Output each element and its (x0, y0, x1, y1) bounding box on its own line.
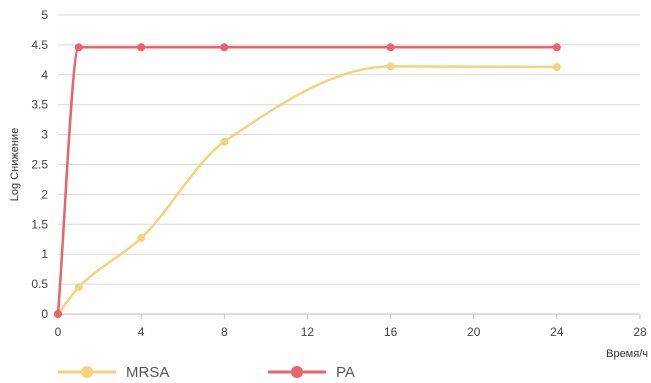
legend: MRSA PA (58, 364, 355, 381)
gridlines (58, 14, 640, 285)
data-point-mrsa (137, 234, 146, 243)
legend-marker-mrsa (81, 366, 93, 378)
y-tick-label: 3.5 (31, 98, 48, 112)
legend-label-pa: PA (336, 364, 355, 381)
y-axis-label: Log Снижение (9, 128, 21, 201)
series-lines (54, 43, 561, 318)
y-tick-label: 1 (41, 247, 48, 261)
y-tick-label: 0 (41, 307, 48, 321)
y-tick-label: 4 (41, 68, 48, 82)
x-tick-label: 8 (221, 325, 228, 339)
data-point-pa (220, 43, 229, 52)
legend-label-mrsa: MRSA (126, 364, 169, 381)
data-point-pa (54, 310, 62, 318)
y-tick-label: 5 (41, 8, 48, 22)
data-point-mrsa (552, 63, 561, 72)
x-tick-label: 16 (384, 325, 398, 339)
series-line-pa (56, 46, 559, 316)
y-tick-label: 2.5 (31, 158, 48, 172)
y-tick-label: 3 (41, 128, 48, 142)
axes (57, 313, 641, 319)
data-point-mrsa (220, 137, 229, 146)
data-point-pa (74, 43, 83, 52)
data-point-mrsa (386, 62, 395, 71)
x-tick-label: 24 (550, 325, 564, 339)
y-tick-label: 4.5 (31, 38, 48, 52)
y-tick-label: 1.5 (31, 217, 48, 231)
data-point-pa (552, 43, 561, 52)
legend-marker-pa (291, 366, 303, 378)
x-tick-label: 20 (467, 325, 481, 339)
y-tick-label: 2 (41, 187, 48, 201)
x-tick-label: 12 (301, 325, 315, 339)
x-tick-label: 4 (138, 325, 145, 339)
data-point-pa (137, 43, 146, 52)
y-tick-label: 0.5 (31, 277, 48, 291)
x-tick-label: 28 (633, 325, 647, 339)
tick-labels: 0 0.5 1 1.5 2 2.5 3 3.5 4 4.5 5 0 4 8 12 16 20 24 28 (31, 8, 647, 339)
data-point-mrsa (74, 283, 83, 292)
series-line-mrsa (56, 65, 559, 316)
x-tick-label: 0 (55, 325, 62, 339)
data-point-pa (386, 43, 395, 52)
x-axis-label: Время/ч (606, 348, 648, 360)
